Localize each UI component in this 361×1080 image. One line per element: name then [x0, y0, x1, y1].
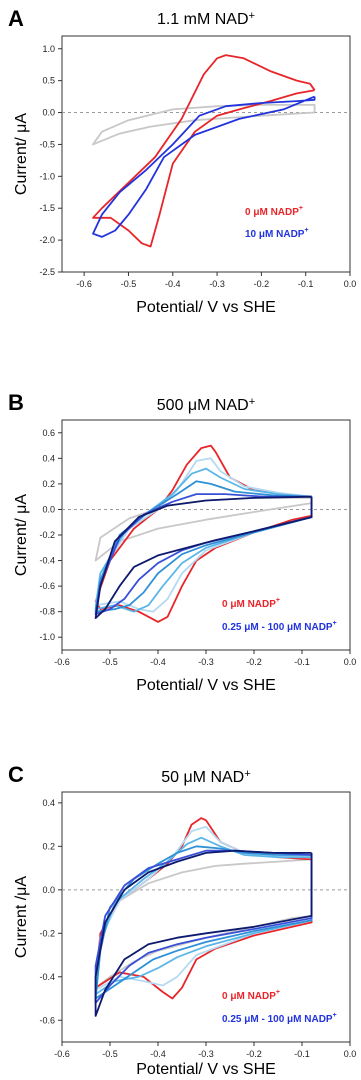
x-tick-label: -0.2	[246, 657, 262, 667]
y-tick-label: 0.4	[42, 453, 55, 463]
y-tick-label: -0.2	[39, 530, 55, 540]
series-line-2	[94, 817, 313, 1000]
y-tick-label: -1.0	[39, 632, 55, 642]
legend-entry-2: 0.25 μM - 100 μM NADP+	[222, 620, 337, 633]
x-axis-title: Potential/ V vs SHE	[136, 677, 276, 694]
plot-frame	[61, 35, 351, 273]
x-tick-label: -0.4	[150, 657, 166, 667]
x-tick-label: -0.6	[54, 1049, 70, 1059]
y-tick-label: 0.6	[42, 428, 55, 438]
y-tick-label: -0.6	[39, 581, 55, 591]
legend-entry-1: 0 μM NADP+	[245, 205, 303, 218]
x-tick-label: -0.4	[165, 279, 181, 289]
x-tick-label: 0.0	[344, 657, 357, 667]
x-tick-label: -0.3	[198, 657, 214, 667]
y-tick-label: 0.0	[42, 108, 55, 118]
x-tick-label: -0.2	[254, 279, 270, 289]
y-tick-label: -0.4	[39, 972, 55, 982]
y-axis-title: Current/ μA	[13, 494, 30, 576]
series-line-7	[94, 849, 313, 1017]
x-tick-label: -0.2	[246, 1049, 262, 1059]
x-tick-label: 0.0	[344, 1049, 357, 1059]
y-tick-label: -0.6	[39, 1015, 55, 1025]
y-tick-label: -0.8	[39, 607, 55, 617]
y-tick-label: 1.0	[42, 44, 55, 54]
y-tick-label: 0.2	[42, 479, 55, 489]
panel-letter: C	[8, 762, 24, 787]
series-line-4	[94, 467, 313, 613]
y-axis-title: Current /μA	[13, 876, 30, 958]
y-tick-label: 0.5	[42, 76, 55, 86]
y-tick-label: -0.4	[39, 556, 55, 566]
legend-entry-2: 10 μM NADP+	[245, 227, 309, 240]
chart-title: 1.1 mM NAD+	[157, 10, 255, 28]
x-axis-title: Potential/ V vs SHE	[136, 1061, 276, 1078]
chart-panel-c: C 50 μM NAD+ -0.6 -0.5 -0.4 -0.3 -0.2 -0.1 0.0 0.…	[8, 762, 356, 1078]
x-tick-label: -0.3	[198, 1049, 214, 1059]
series-line-3	[92, 95, 316, 238]
y-tick-label: 0.2	[42, 841, 55, 851]
y-tick-label: -2.5	[39, 267, 55, 277]
panel-letter: B	[8, 390, 24, 415]
chart-title: 500 μM NAD+	[157, 396, 255, 414]
series-line-2	[92, 54, 316, 248]
panel-letter: A	[8, 6, 24, 31]
series-line-7	[94, 495, 313, 619]
y-tick-label: -2.0	[39, 235, 55, 245]
y-tick-label: 0.0	[42, 504, 55, 514]
y-tick-label: -0.2	[39, 928, 55, 938]
legend-entry-1: 0 μM NADP+	[222, 597, 280, 610]
legend-entry-1: 0 μM NADP+	[222, 989, 280, 1002]
y-tick-label: -0.5	[39, 139, 55, 149]
x-axis-title: Potential/ V vs SHE	[136, 299, 276, 316]
y-tick-label: 0.4	[42, 798, 55, 808]
y-tick-label: -1.5	[39, 203, 55, 213]
legend-entry-2: 0.25 μM - 100 μM NADP+	[222, 1012, 337, 1025]
x-tick-label: -0.3	[209, 279, 225, 289]
x-tick-label: -0.5	[121, 279, 137, 289]
x-tick-label: 0.0	[344, 279, 357, 289]
x-tick-label: -0.5	[102, 657, 118, 667]
series-line-3	[94, 457, 313, 613]
y-axis-title: Current/ μA	[13, 113, 30, 195]
x-tick-label: -0.4	[150, 1049, 166, 1059]
x-tick-label: -0.5	[102, 1049, 118, 1059]
x-tick-label: -0.1	[294, 657, 310, 667]
x-tick-label: -0.1	[298, 279, 314, 289]
x-tick-label: -0.6	[76, 279, 92, 289]
chart-panel-b: B 500 μM NAD+ -0.6 -0.5 -0.4 -0.3 -0.2 -0.1 0.0 0…	[8, 390, 356, 694]
x-tick-label: -0.1	[294, 1049, 310, 1059]
y-tick-label: 0.0	[42, 885, 55, 895]
y-tick-label: -1.0	[39, 171, 55, 181]
chart-title: 50 μM NAD+	[161, 768, 251, 786]
x-tick-label: -0.6	[54, 657, 70, 667]
chart-panel-a: A 1.1 mM NAD+ -0.6 -0.5 -0.4 -0.3 -0.2 -0.1 0.0 1…	[8, 6, 356, 316]
